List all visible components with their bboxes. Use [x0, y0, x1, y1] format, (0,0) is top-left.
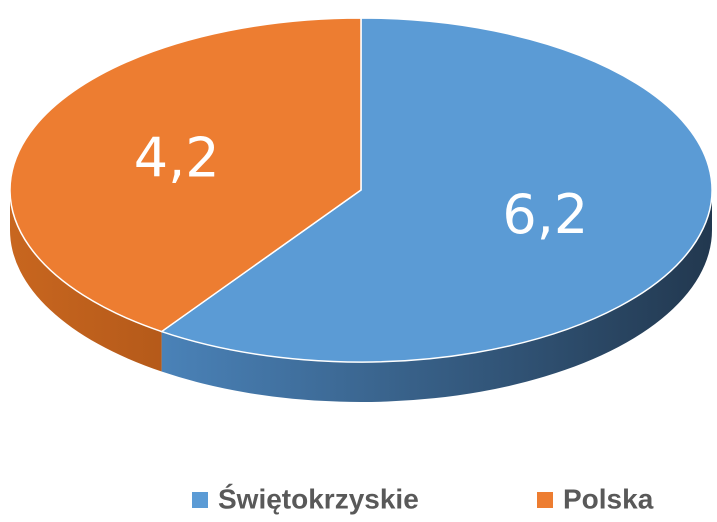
legend-swatch	[537, 492, 553, 508]
slice-side	[10, 190, 162, 372]
legend-label: Polska	[563, 483, 654, 514]
slice	[9, 17, 362, 333]
legend-swatch	[192, 492, 208, 508]
value-label: 4,2	[134, 126, 220, 189]
value-label: 6,2	[502, 183, 588, 246]
legend-label: Świętokrzyskie	[218, 483, 419, 514]
slice-side	[161, 190, 713, 403]
slice	[159, 17, 713, 363]
